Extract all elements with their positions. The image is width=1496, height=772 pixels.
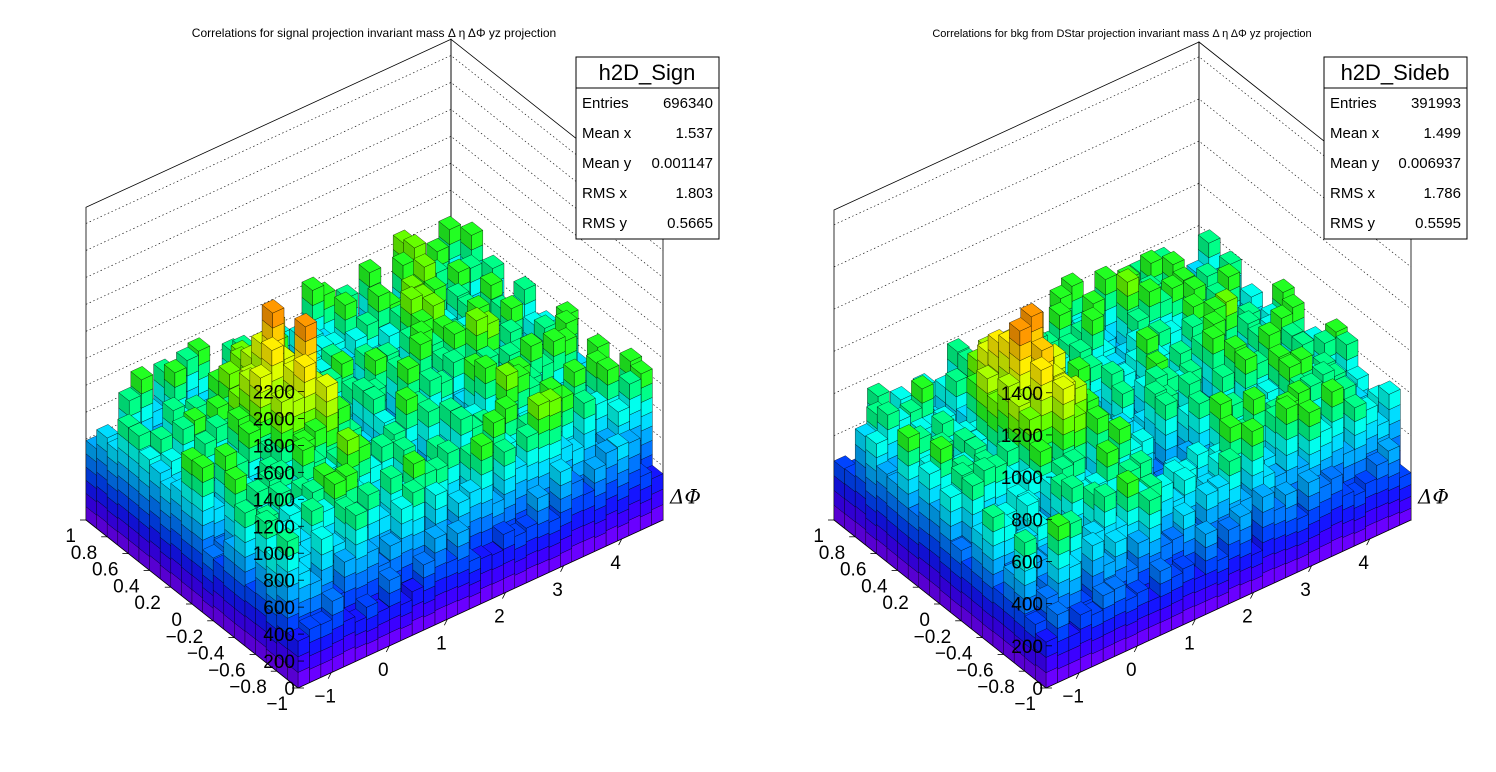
x-tick-label: 0 — [1126, 660, 1137, 681]
stats-value: 0.001147 — [652, 155, 713, 172]
x-tick-label: −1 — [314, 687, 336, 708]
stats-value: 0.5665 — [667, 215, 713, 232]
stats-label: Entries — [1330, 95, 1377, 112]
x-axis-title: ΔΦ — [669, 484, 701, 508]
stats-box[interactable]: h2D_Sideb Entries 391993 Mean x 1.499 Mean y… — [1323, 56, 1468, 240]
z-tick-label: 1000 — [1001, 468, 1043, 489]
z-tick-label: 1800 — [253, 436, 295, 457]
x-tick-label: 3 — [552, 580, 563, 601]
stats-value: 696340 — [663, 95, 713, 112]
z-tick-label: 1200 — [1001, 426, 1043, 447]
stats-value: 1.499 — [1423, 125, 1461, 142]
z-tick-label: 400 — [1011, 595, 1043, 616]
stats-label: RMS x — [1330, 185, 1376, 202]
x-tick-label: 1 — [1184, 633, 1195, 654]
z-tick-label: 800 — [1011, 510, 1043, 531]
y-tick-label: 1 — [813, 526, 824, 547]
x-tick-label: 2 — [494, 607, 505, 628]
z-tick-label: 1400 — [253, 490, 295, 511]
x-tick-label: 4 — [1358, 553, 1369, 574]
y-tick-label: 0 — [171, 610, 182, 631]
y-tick-label: 1 — [65, 526, 76, 547]
z-tick-label: 1400 — [1001, 384, 1043, 405]
x-tick-label: 0 — [378, 660, 389, 681]
stats-box[interactable]: h2D_Sign Entries 696340 Mean x 1.537 Mean y 0… — [575, 56, 720, 240]
stats-label: RMS y — [582, 215, 628, 232]
stats-value: 0.006937 — [1398, 155, 1461, 172]
x-axis-title: ΔΦ — [1417, 484, 1449, 508]
chart-title: Correlations for bkg from DStar projecti… — [932, 28, 1311, 40]
stats-label: RMS x — [582, 185, 628, 202]
stats-name: h2D_Sideb — [1341, 60, 1450, 85]
y-tick-label: 0 — [919, 610, 930, 631]
x-tick-label: 4 — [610, 553, 621, 574]
z-tick-label: 2000 — [253, 409, 295, 430]
stats-label: RMS y — [1330, 215, 1376, 232]
stats-label: Mean x — [1330, 125, 1380, 142]
x-tick-label: 1 — [436, 633, 447, 654]
z-tick-label: 800 — [263, 571, 295, 592]
z-tick-label: 200 — [1011, 637, 1043, 658]
lego-bars — [85, 215, 664, 689]
stats-value: 1.786 — [1423, 185, 1461, 202]
z-tick-label: 1000 — [253, 544, 295, 565]
stats-value: 1.537 — [675, 125, 713, 142]
y-tick-label: −1 — [266, 694, 288, 715]
z-tick-label: 600 — [263, 598, 295, 619]
stats-label: Mean x — [582, 125, 632, 142]
stats-value: 1.803 — [675, 185, 713, 202]
pad-signal: Correlations for signal projection invar… — [65, 26, 720, 715]
z-tick-label: 600 — [1011, 552, 1043, 573]
stats-value: 0.5595 — [1415, 215, 1461, 232]
x-tick-label: 2 — [1242, 607, 1253, 628]
stats-label: Mean y — [582, 155, 632, 172]
z-tick-label: 1200 — [253, 517, 295, 538]
z-tick-label: 1600 — [253, 463, 295, 484]
chart-title: Correlations for signal projection invar… — [192, 26, 556, 40]
z-tick-label: 400 — [263, 625, 295, 646]
x-tick-label: 3 — [1300, 580, 1311, 601]
stats-label: Entries — [582, 95, 629, 112]
y-tick-label: −1 — [1014, 694, 1036, 715]
z-tick-label: 2200 — [253, 382, 295, 403]
stats-name: h2D_Sign — [599, 60, 696, 85]
z-tick-label: 200 — [263, 652, 295, 673]
stats-value: 391993 — [1411, 95, 1461, 112]
x-tick-label: −1 — [1062, 687, 1084, 708]
stats-label: Mean y — [1330, 155, 1380, 172]
